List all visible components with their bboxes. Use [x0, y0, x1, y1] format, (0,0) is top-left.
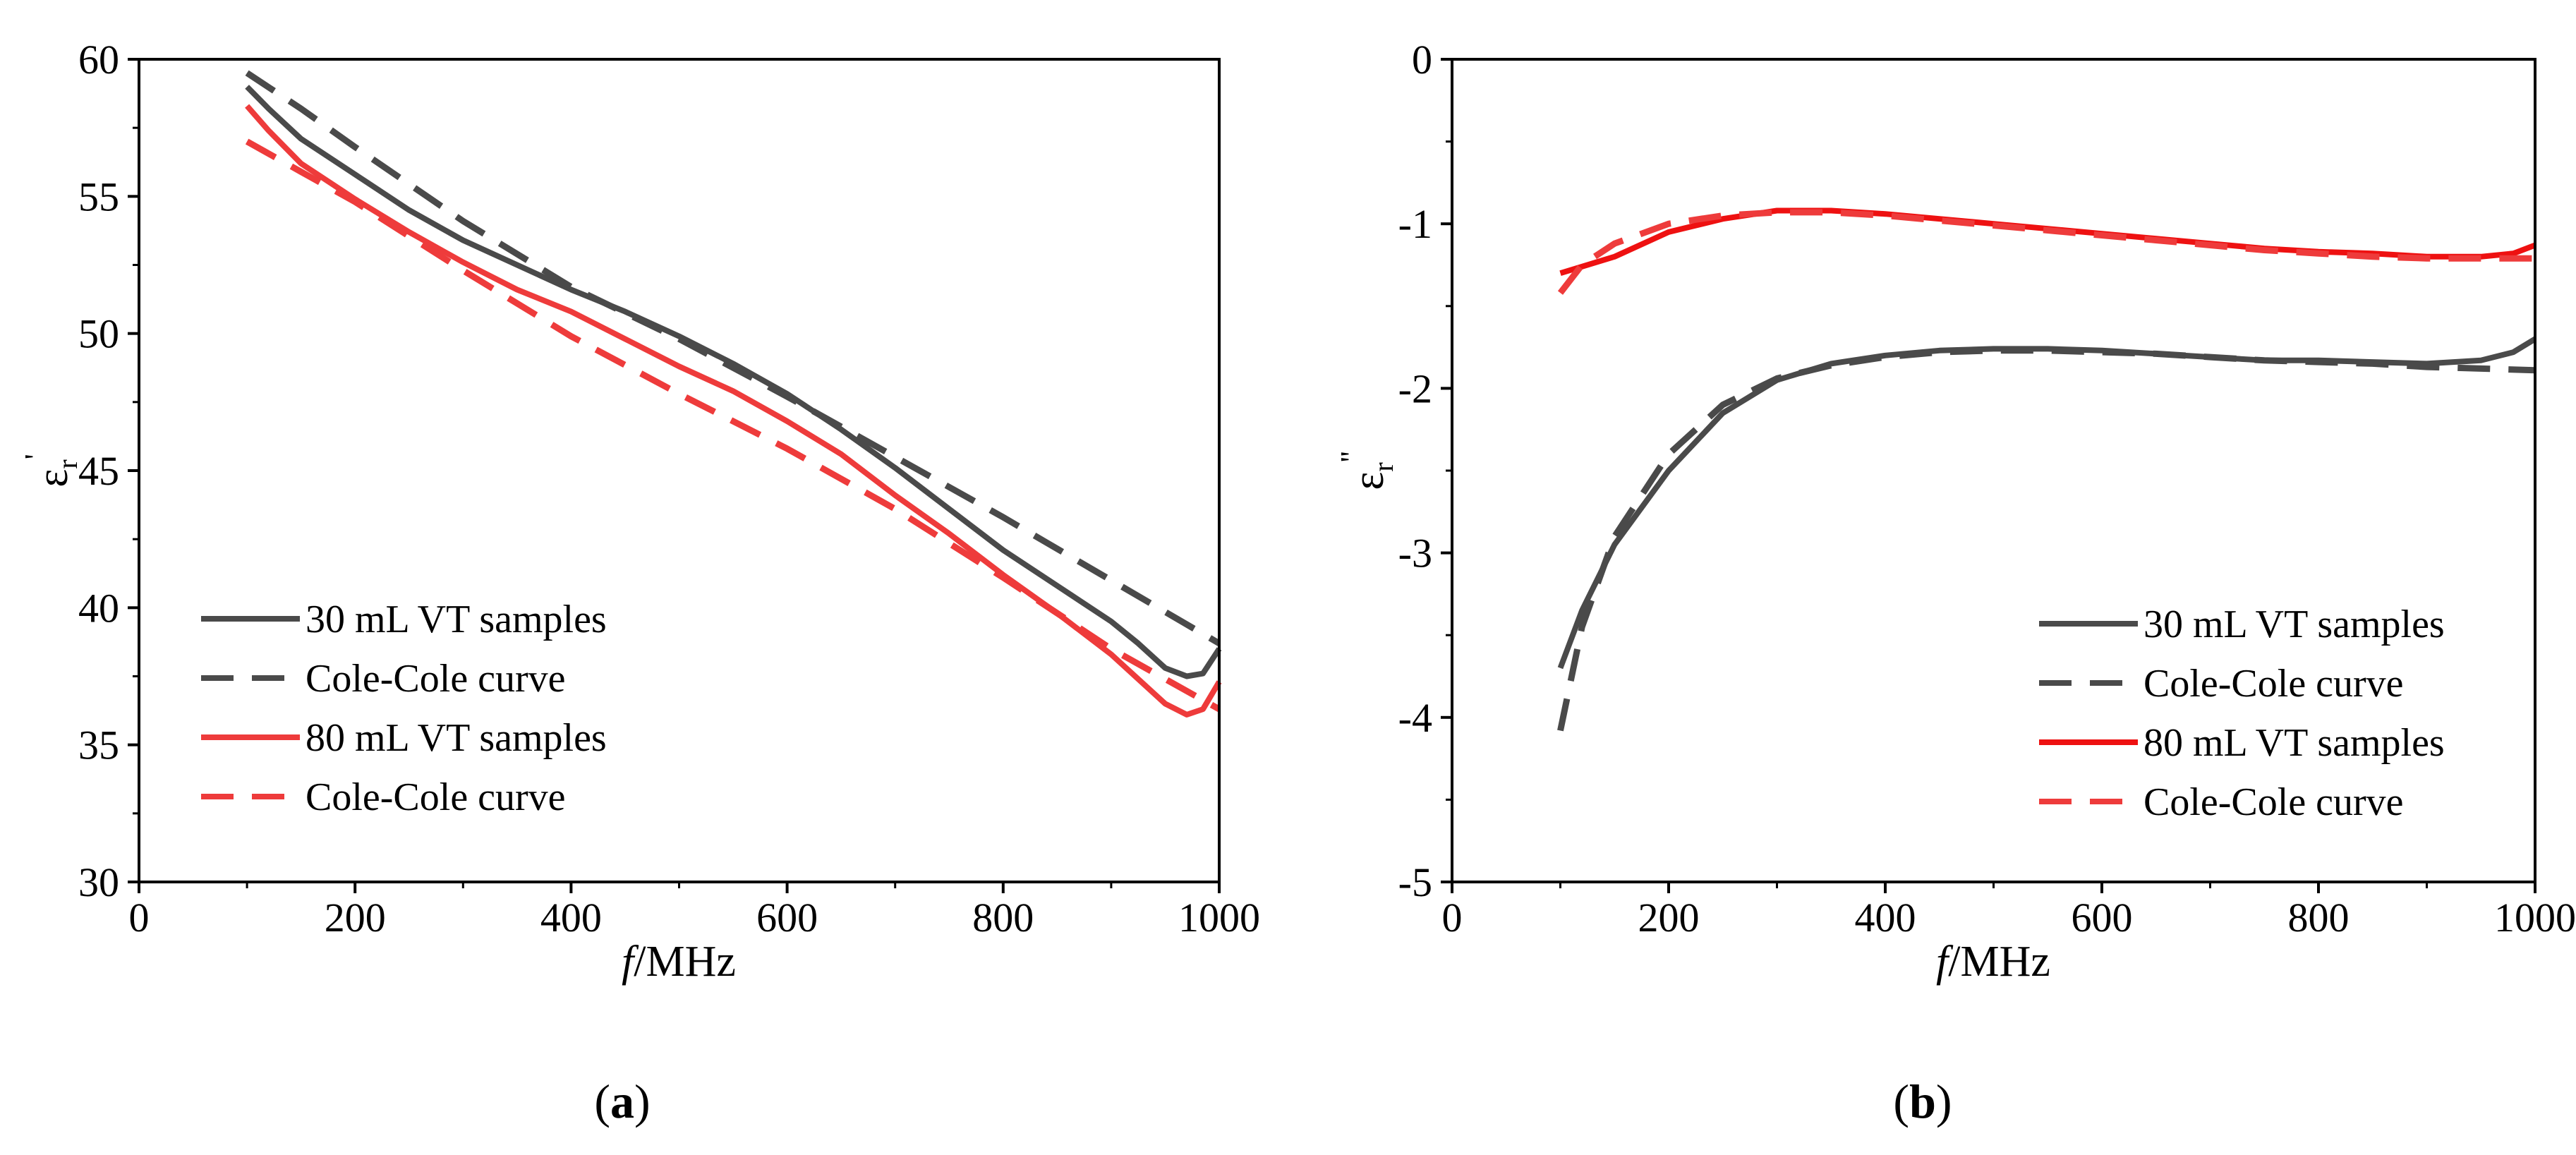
series-line-4	[245, 138, 1221, 713]
y-tick-label: -3	[1398, 531, 1432, 576]
y-tick-label: -4	[1398, 695, 1432, 741]
y-tick-label: 50	[78, 311, 119, 357]
y-tick-label: 45	[78, 448, 119, 494]
x-tick-label: 600	[2072, 895, 2133, 941]
y-tick-label: 35	[78, 722, 119, 768]
x-tick-label: 600	[756, 895, 818, 941]
x-tick-label: 200	[1638, 895, 1700, 941]
legend-label-3: 80 mL VT samples	[306, 716, 607, 760]
legend-label-1: 30 mL VT samples	[306, 598, 607, 641]
x-tick-label: 1000	[2494, 895, 2576, 941]
y-tick-label: -1	[1398, 201, 1432, 247]
panel-b-legend: 30 mL VT samples Cole-Cole curve 80 mL VT …	[2039, 603, 2445, 824]
panel-b-y-axis-label: εr''	[1334, 451, 1399, 490]
x-tick-label: 200	[325, 895, 386, 941]
x-tick-label: 0	[129, 895, 150, 941]
panel-b-caption: (b)	[1893, 1075, 1952, 1128]
series-line-4	[1557, 209, 2535, 295]
x-tick-label: 0	[1442, 895, 1463, 941]
panel-a-ticks: 0 200 400 600 800 1000 30 35 40 45 50 55 60	[78, 37, 1260, 941]
panel-a-legend: 30 mL VT samples Cole-Cole curve 80 mL VT …	[201, 598, 607, 819]
panel-a-y-axis-label: εr'	[18, 454, 83, 487]
panel-a-series	[245, 70, 1222, 718]
panel-a: 0 200 400 600 800 1000 30 35 40 45 50 55 60 30 mL VT…	[18, 37, 1260, 1128]
panel-a-plot-frame	[138, 58, 1221, 883]
panel-a-x-axis-label: f/MHz	[622, 938, 736, 986]
y-tick-label: 40	[78, 585, 119, 631]
panel-a-caption: (a)	[594, 1075, 650, 1128]
y-tick-label: 30	[78, 859, 119, 905]
x-tick-label: 800	[972, 895, 1034, 941]
legend-label-1: 30 mL VT samples	[2143, 603, 2445, 646]
x-tick-label: 400	[540, 895, 602, 941]
y-tick-label: -2	[1398, 365, 1432, 411]
y-tick-label: 60	[78, 37, 119, 83]
series-line-2	[245, 70, 1221, 646]
y-tick-label: -5	[1398, 859, 1432, 905]
panel-b-ticks: 0 200 400 600 800 1000 -5 -4 -3 -2 -1 0	[1398, 37, 2576, 941]
legend-label-3: 80 mL VT samples	[2143, 721, 2445, 765]
legend-label-4: Cole-Cole curve	[2143, 780, 2404, 824]
panel-b: 0 200 400 600 800 1000 -5 -4 -3 -2 -1 0 30 mL VT sa…	[1334, 37, 2576, 1128]
x-tick-label: 800	[2288, 895, 2350, 941]
x-tick-label: 400	[1855, 895, 1916, 941]
legend-label-2: Cole-Cole curve	[306, 657, 566, 701]
panel-b-x-axis-label: f/MHz	[1936, 938, 2050, 986]
series-line-2	[1557, 347, 2536, 732]
y-tick-label: 55	[78, 174, 119, 219]
panel-b-series	[1557, 207, 2537, 732]
y-tick-label: 0	[1412, 37, 1432, 83]
x-tick-label: 1000	[1178, 895, 1260, 941]
legend-label-4: Cole-Cole curve	[306, 775, 566, 819]
legend-label-2: Cole-Cole curve	[2143, 662, 2404, 706]
